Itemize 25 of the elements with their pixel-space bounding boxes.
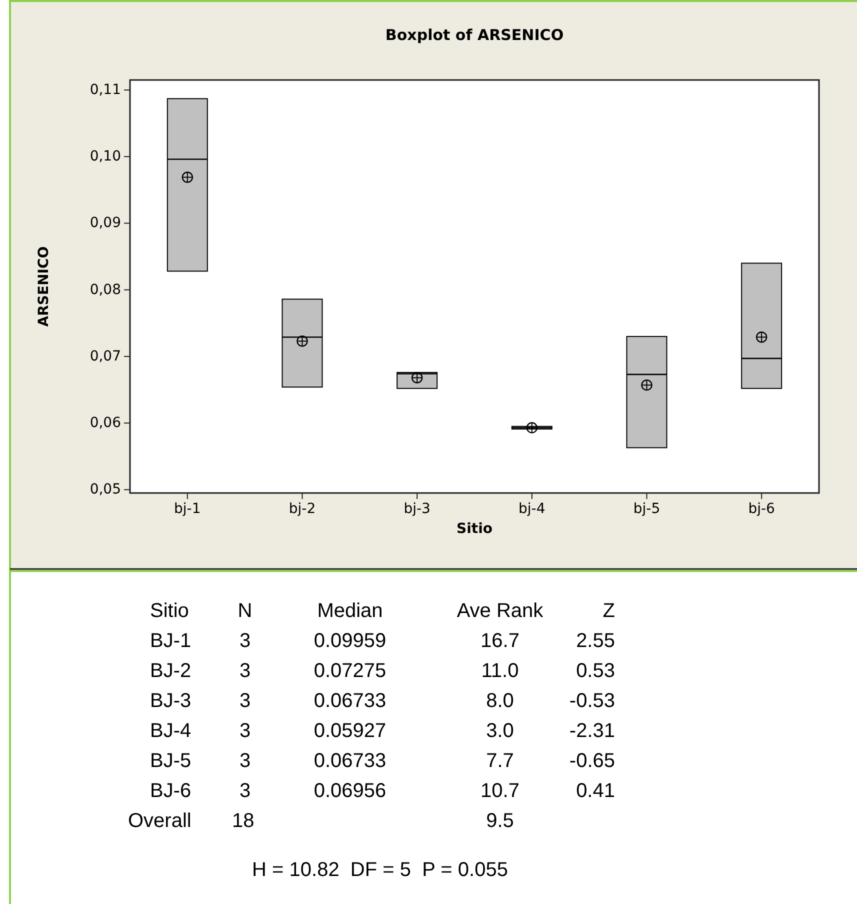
- y-tick-label: 0,08: [90, 282, 121, 298]
- x-tick-label: bj-1: [174, 501, 201, 517]
- y-tick-label: 0,10: [90, 148, 121, 165]
- text: H = 10.82 DF = 5 P = 0.055: [252, 859, 508, 881]
- text: BJ-5 3 0.06733 7.7 -0.65: [150, 750, 615, 772]
- x-tick-label: bj-3: [404, 501, 430, 517]
- y-tick-label: 0,06: [90, 415, 122, 432]
- text: Overall 18 9.5: [128, 810, 514, 832]
- text: BJ-3 3 0.06733 8.0 -0.53: [150, 690, 615, 712]
- text: BJ-2 3 0.07275 11.0 0.53: [150, 660, 615, 682]
- x-tick-label: bj-5: [633, 501, 660, 517]
- x-tick-label: bj-2: [288, 501, 316, 517]
- x-tick-label: bj-4: [518, 501, 546, 517]
- text: BJ-6 3 0.06956 10.7 0.41: [150, 780, 615, 802]
- y-tick-label: 0,09: [90, 215, 121, 232]
- text: Sitio N Median Ave Rank Z: [150, 600, 615, 622]
- y-tick-label: 0,07: [90, 348, 121, 364]
- text: BJ-1 3 0.09959 16.7 2.55: [150, 630, 615, 652]
- text: BJ-4 3 0.05927 3.0 -2.31: [150, 720, 615, 742]
- x-tick-label: bj-6: [748, 501, 776, 517]
- y-tick-label: 0,05: [90, 482, 121, 498]
- x-axis-title: Sitio: [456, 521, 493, 537]
- y-tick-label: 0,11: [90, 82, 121, 98]
- y-axis-title: ARSENICO: [36, 246, 52, 327]
- chart-title: Boxplot of ARSENICO: [385, 26, 564, 44]
